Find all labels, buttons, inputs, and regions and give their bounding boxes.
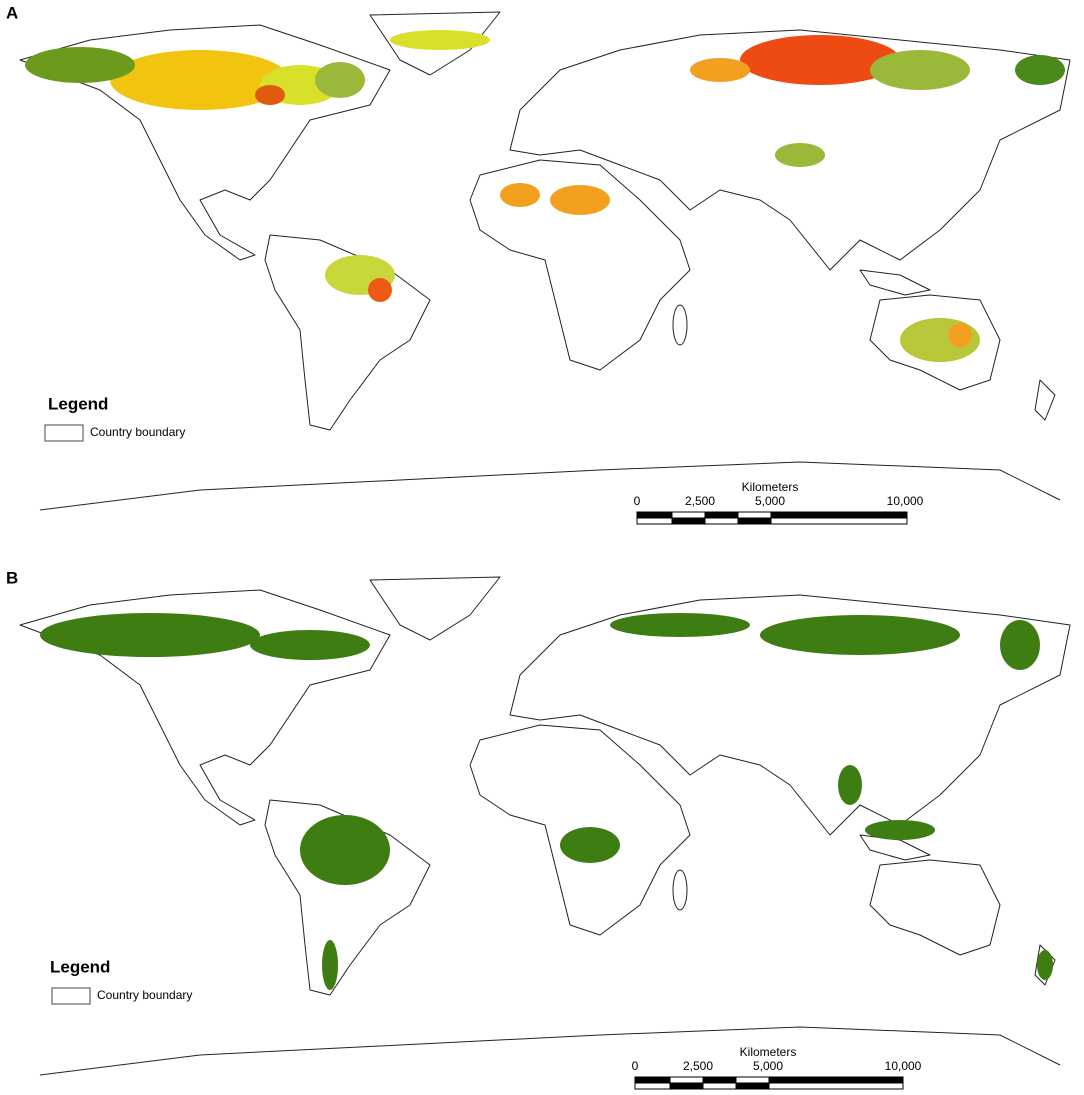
scale-bar	[770, 517, 908, 525]
panel-label: B	[6, 568, 18, 587]
scale-bar	[634, 1082, 671, 1090]
scale-bar	[669, 1076, 704, 1084]
scale-bar	[634, 1076, 671, 1084]
map-panel: A Legend Country boundary Kilometers 0 2,500 5…	[6, 3, 1071, 525]
scale-bar	[636, 511, 673, 519]
scale-bar	[768, 1076, 904, 1084]
scale-label: 2,500	[685, 494, 715, 508]
scale-bar	[671, 511, 706, 519]
scale-bar	[702, 1076, 737, 1084]
scale-bar	[671, 517, 706, 525]
legend-item: Country boundary	[90, 425, 185, 439]
scale-label: 5,000	[753, 1059, 783, 1073]
legend-item: Country boundary	[97, 988, 192, 1002]
legend-title: Legend	[48, 394, 108, 413]
panel-label: A	[6, 3, 18, 22]
map-panel: B Legend Country boundary Kilometers 0 2,500 5…	[6, 568, 1071, 1090]
scale-title: Kilometers	[742, 480, 799, 494]
scale-bar	[636, 517, 673, 525]
scale-bar	[768, 1082, 904, 1090]
scale-bar	[735, 1082, 770, 1090]
scale-label: 0	[632, 1059, 639, 1073]
scale-bar	[702, 1082, 737, 1090]
scale-label: 10,000	[887, 494, 924, 508]
scale-label: 0	[634, 494, 641, 508]
scale-bar	[704, 511, 739, 519]
scale-bar	[669, 1082, 704, 1090]
scale-bar	[704, 517, 739, 525]
scale-label: 10,000	[885, 1059, 922, 1073]
legend-swatch	[51, 987, 91, 1005]
legend-title: Legend	[50, 957, 110, 976]
scale-bar	[770, 511, 908, 519]
scale-title: Kilometers	[740, 1045, 797, 1059]
scale-label: 5,000	[755, 494, 785, 508]
legend-swatch	[44, 424, 84, 442]
scale-bar	[735, 1076, 770, 1084]
scale-label: 2,500	[683, 1059, 713, 1073]
scale-bar	[737, 511, 772, 519]
scale-bar	[737, 517, 772, 525]
